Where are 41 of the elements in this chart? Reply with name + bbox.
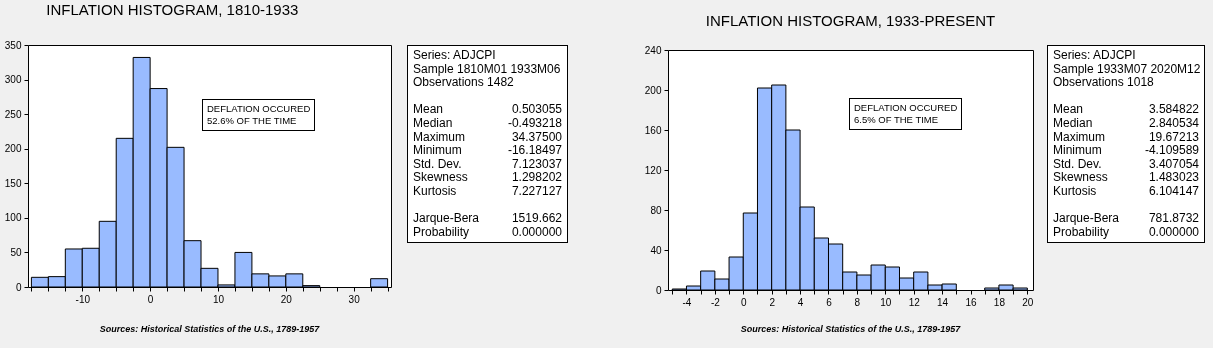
x-tick-label: 0	[147, 293, 154, 305]
y-tick-label: 300	[4, 74, 22, 86]
x-tick-label: 12	[908, 296, 921, 308]
text: Series: ADJCPI Sample 1810M01 1933M06 Observations 1482 Mean 0.503055 Median -0.493218 Maximum 34.37500 Minimum -16.18497 Std. Dev. 7.123037 Skewness 1.298202 Kurtosis 7.227127 Jarque-Bera 1519.662 Probability 0.000000	[413, 48, 562, 239]
y-tick-label: 80	[650, 204, 662, 216]
x-tick-label: 18	[993, 296, 1006, 308]
y-tick-label: 160	[644, 124, 662, 136]
x-tick-label: 16	[965, 296, 978, 308]
y-tick-label: 100	[4, 212, 22, 224]
y-tick-label: 0	[655, 284, 662, 296]
x-tick-label: 20	[280, 293, 293, 305]
source-note: Sources: Historical Statistics of the U.S., 1789-1957	[98, 324, 321, 334]
x-tick-label: 20	[1022, 296, 1034, 308]
source-note: Sources: Historical Statistics of the U.S., 1789-1957	[739, 324, 962, 334]
x-tick-label: 0	[740, 296, 747, 308]
y-tick-label: 120	[644, 164, 662, 176]
x-tick-label: 10	[212, 293, 225, 305]
y-tick-label: 250	[4, 108, 22, 120]
x-tick-label: -4	[682, 296, 692, 308]
y-tick-label: 350	[4, 39, 22, 51]
annotation: DEFLATION OCCURED 52.6% OF THE TIME	[202, 99, 316, 131]
y-tick-label: 150	[4, 177, 22, 189]
y-tick-label: 40	[650, 244, 662, 256]
chart-title: INFLATION HISTOGRAM, 1810-1933	[46, 1, 299, 18]
x-tick-label: 10	[880, 296, 892, 308]
chart-title: INFLATION HISTOGRAM, 1933-PRESENT	[705, 12, 996, 29]
y-tick-label: 200	[4, 143, 22, 155]
y-tick-label: 240	[644, 44, 662, 56]
x-tick-label: 30	[348, 293, 361, 305]
x-tick-label: 4	[797, 296, 804, 308]
x-tick-label: 2	[769, 296, 776, 308]
y-tick-label: 200	[644, 84, 662, 96]
x-tick-label: 14	[937, 296, 949, 308]
y-tick-label: 50	[10, 246, 22, 258]
annotation: DEFLATION OCCURED 6.5% OF THE TIME	[849, 98, 963, 130]
x-tick-label: -2	[710, 296, 721, 308]
text: Series: ADJCPI Sample 1933M07 2020M12 Observations 1018 Mean 3.584822 Median 2.840534 Maximum 19.67213 Minimum -4.109589 Std. Dev. 3.407054 Skewness 1.483023 Kurtosis 6.104147 Jarque-Bera 781.8732 Probability 0.000000	[1053, 48, 1201, 239]
x-tick-label: -10	[75, 293, 91, 305]
x-tick-label: 8	[854, 296, 861, 308]
y-tick-label: 0	[15, 281, 22, 293]
x-tick-label: 6	[826, 296, 833, 308]
